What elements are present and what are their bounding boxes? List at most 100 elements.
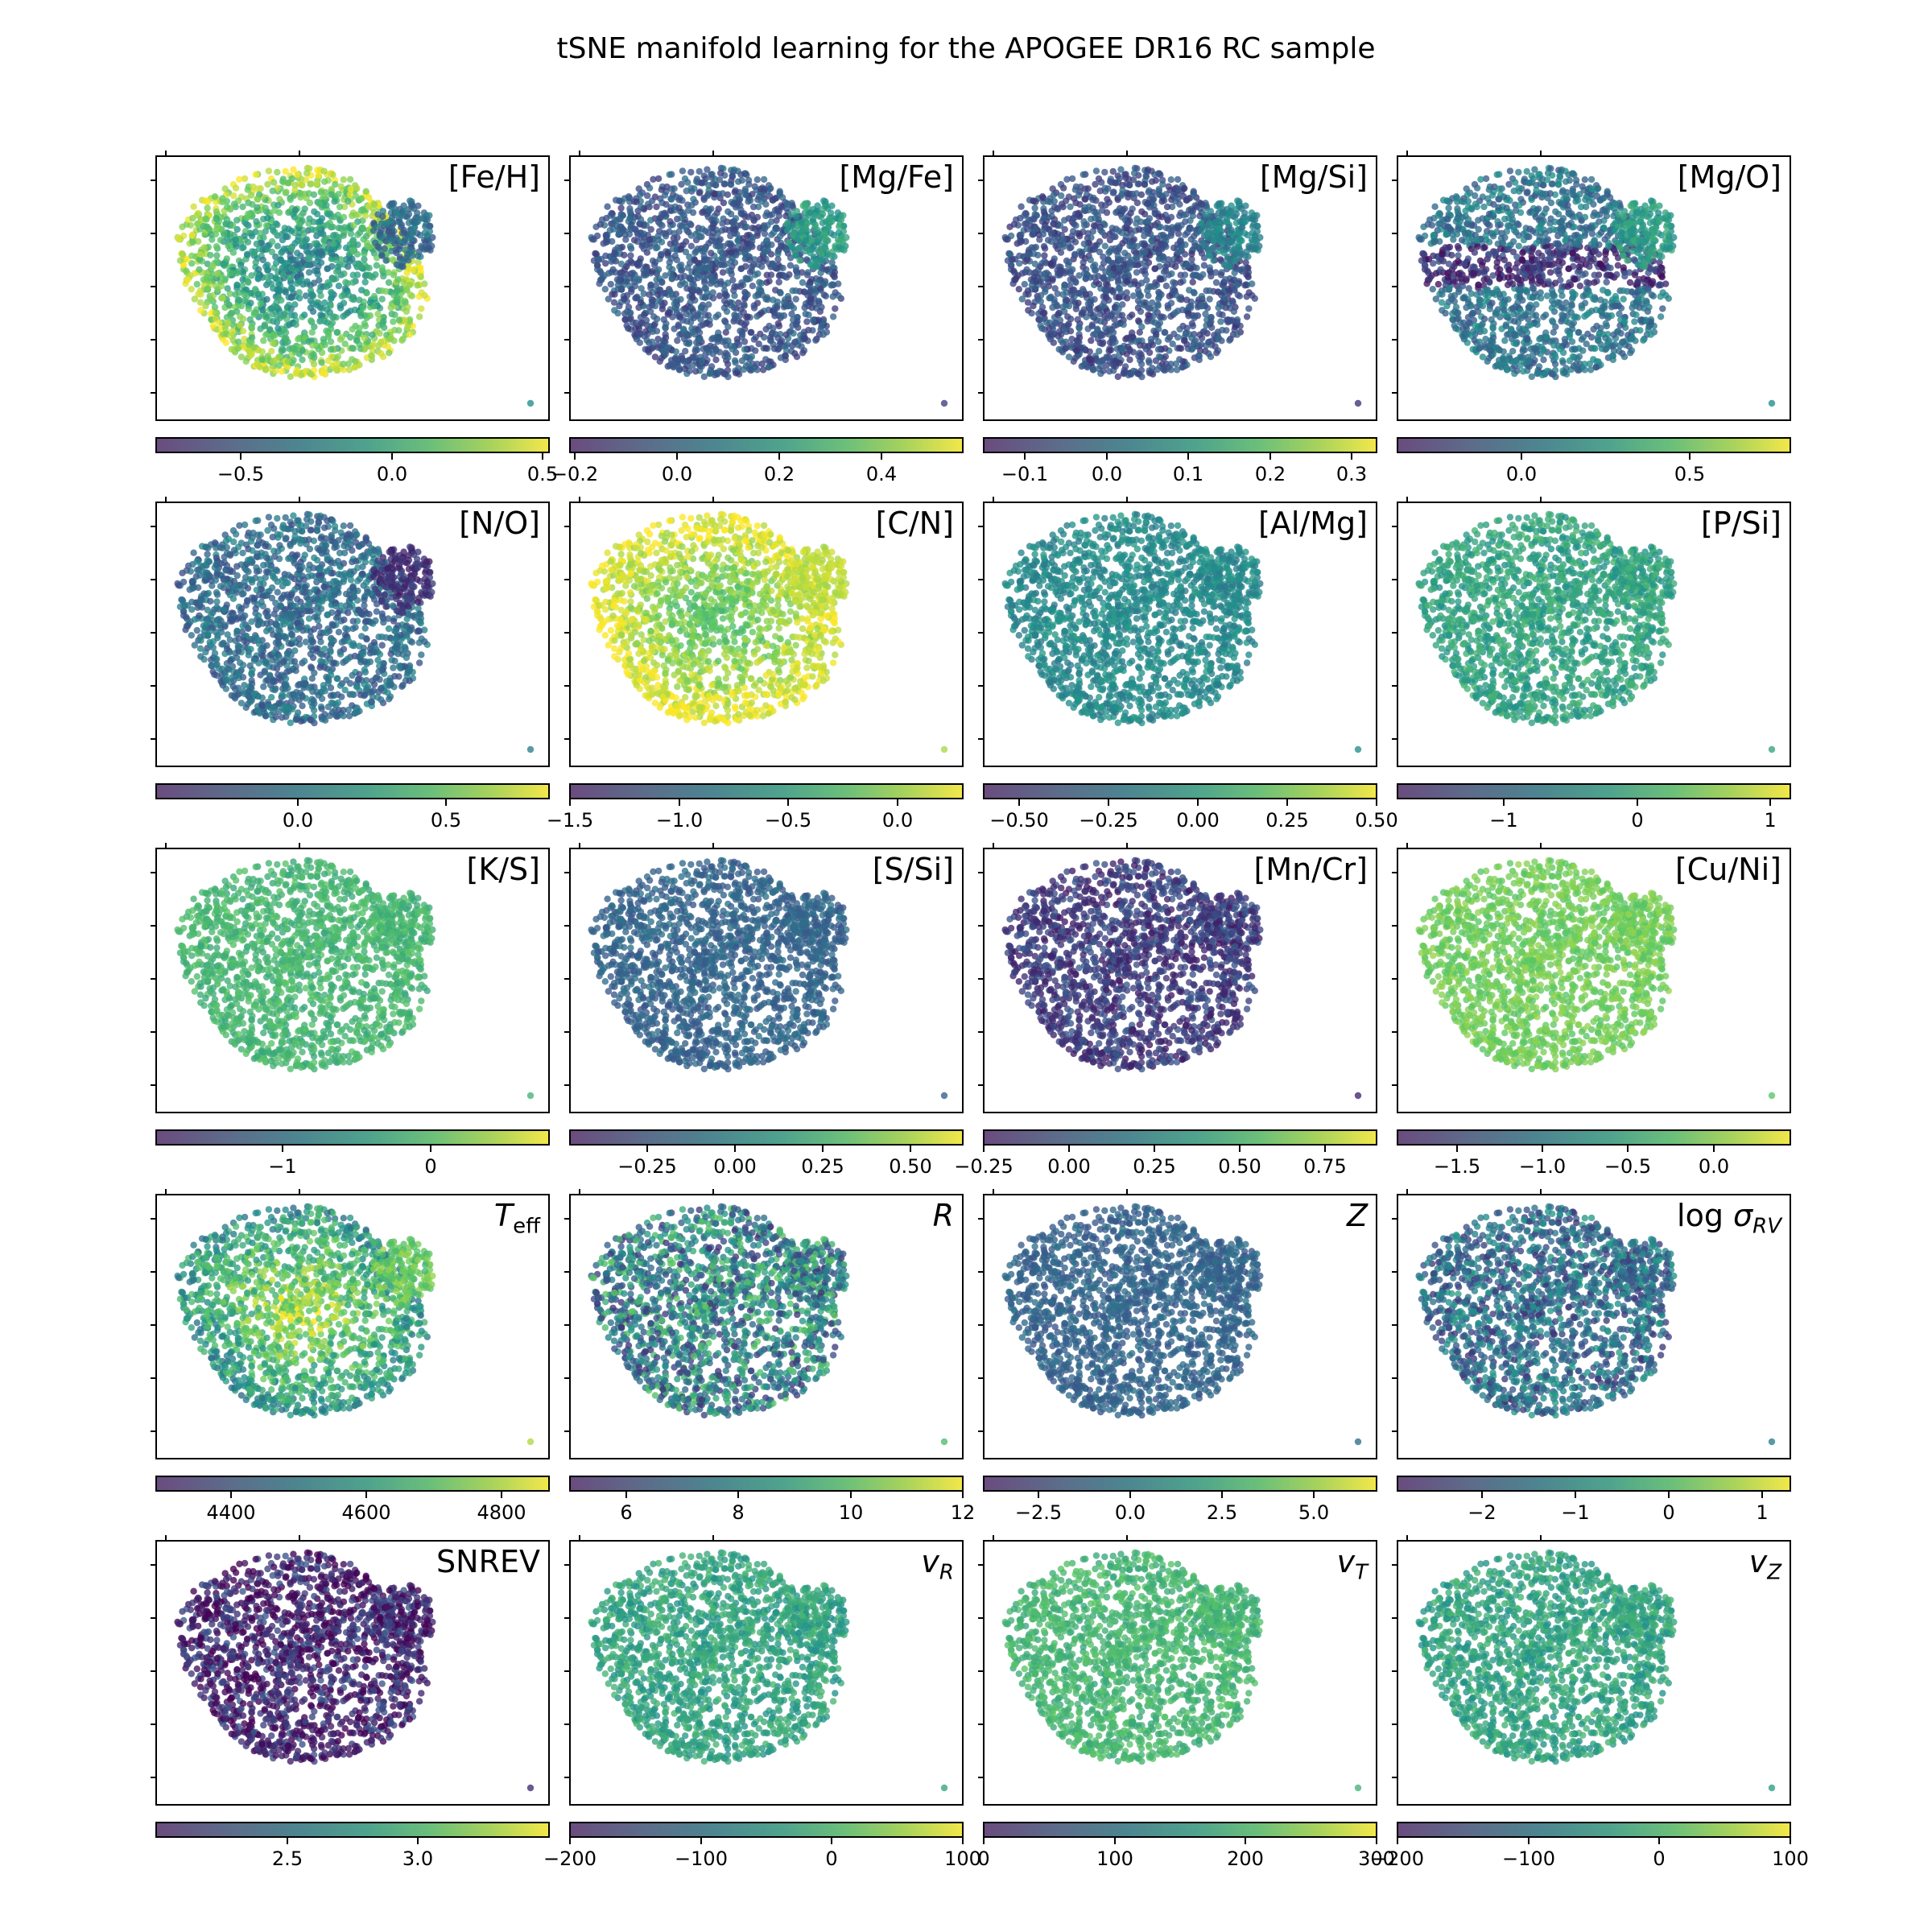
scatter-point — [762, 325, 770, 333]
scatter-point — [341, 341, 349, 348]
scatter-point — [1183, 296, 1191, 303]
scatter-point — [1025, 307, 1032, 314]
scatter-point — [700, 321, 707, 328]
scatter-point — [368, 352, 376, 360]
scatter-point — [741, 325, 749, 332]
scatter-point — [643, 249, 651, 256]
scatter-point — [405, 257, 412, 264]
scatter-point — [1142, 262, 1150, 270]
scatter-point — [775, 213, 783, 220]
scatter-point — [354, 241, 361, 249]
scatter-point — [345, 366, 353, 374]
scatter-point — [658, 305, 666, 312]
scatter-point — [1129, 292, 1137, 299]
scatter-point — [213, 252, 221, 259]
scatter-point — [202, 197, 209, 204]
scatter-point — [776, 188, 783, 195]
scatter-point — [799, 279, 807, 287]
colorbar-tick-label: 0.2 — [764, 463, 795, 485]
scatter-point — [774, 320, 782, 328]
scatter-point — [788, 310, 795, 318]
scatter-point — [783, 341, 791, 348]
scatter-point — [336, 203, 344, 211]
scatter-point — [301, 237, 309, 245]
scatter-point — [758, 263, 766, 270]
y-tick — [151, 180, 157, 181]
scatter-point — [239, 328, 247, 335]
scatter-point — [1171, 309, 1179, 316]
scatter-point — [353, 192, 360, 200]
scatter-point — [743, 275, 750, 283]
scatter-point — [722, 225, 729, 233]
scatter-point — [737, 221, 745, 229]
scatter-point — [1002, 236, 1010, 243]
scatter-point — [1215, 303, 1222, 312]
scatter-point — [1123, 289, 1130, 296]
scatter-point — [1155, 353, 1163, 361]
scatter-point — [1182, 241, 1189, 249]
scatter-point — [415, 258, 422, 266]
scatter-point — [657, 250, 665, 258]
scatter-point — [351, 364, 358, 371]
scatter-point — [766, 337, 774, 345]
scatter-point — [270, 357, 277, 365]
scatter-point — [592, 250, 600, 258]
scatter-point — [1042, 286, 1049, 293]
scatter-point — [1162, 263, 1169, 270]
scatter-point — [349, 237, 357, 245]
scatter-point — [671, 300, 678, 308]
scatter-point — [1122, 336, 1129, 343]
scatter-point — [1082, 185, 1089, 192]
scatter-point — [286, 321, 293, 328]
scatter-point — [324, 319, 331, 326]
scatter-point — [1107, 271, 1115, 279]
scatter-point — [746, 256, 753, 264]
scatter-point — [1190, 271, 1198, 279]
scatter-point — [404, 250, 411, 258]
scatter-point — [1078, 311, 1085, 318]
scatter-point — [789, 322, 796, 329]
scatter-point — [1141, 249, 1149, 256]
scatter-point — [1137, 341, 1144, 349]
scatter-point — [1023, 256, 1031, 263]
scatter-point — [349, 279, 357, 287]
scatter-point — [1061, 282, 1068, 289]
scatter-point — [1040, 208, 1048, 216]
scatter-point — [335, 283, 343, 290]
scatter-point — [390, 256, 397, 263]
scatter-point — [1147, 336, 1154, 343]
scatter-point — [204, 260, 211, 267]
scatter-point — [328, 191, 335, 198]
scatter-point — [325, 331, 332, 338]
scatter-point — [688, 201, 696, 209]
scatter-point — [1095, 365, 1102, 373]
scatter-point — [1091, 295, 1098, 303]
scatter-point — [621, 295, 628, 303]
scatter-point — [209, 322, 217, 329]
scatter-point — [1082, 275, 1089, 282]
scatter-point — [799, 269, 806, 276]
scatter-point — [189, 238, 196, 246]
scatter-point — [248, 272, 255, 279]
scatter-point — [1183, 229, 1191, 237]
scatter-point — [1114, 373, 1121, 381]
scatter-point — [309, 341, 316, 349]
scatter-point — [291, 312, 299, 319]
scatter-point — [256, 245, 263, 253]
scatter-point — [1097, 357, 1104, 365]
scatter-point — [734, 167, 741, 175]
scatter-point — [1037, 263, 1044, 270]
scatter-point — [193, 220, 201, 228]
scatter-point — [1101, 242, 1108, 250]
scatter-point — [1249, 238, 1257, 246]
scatter-point — [762, 212, 770, 220]
scatter-point — [179, 250, 186, 258]
scatter-point — [1195, 352, 1203, 360]
scatter-point — [1103, 286, 1111, 293]
scatter-point — [269, 340, 276, 347]
scatter-point — [777, 289, 784, 297]
scatter-point — [1081, 360, 1089, 368]
scatter-point — [1061, 217, 1068, 224]
scatter-point — [667, 196, 675, 203]
scatter-point — [282, 167, 289, 175]
